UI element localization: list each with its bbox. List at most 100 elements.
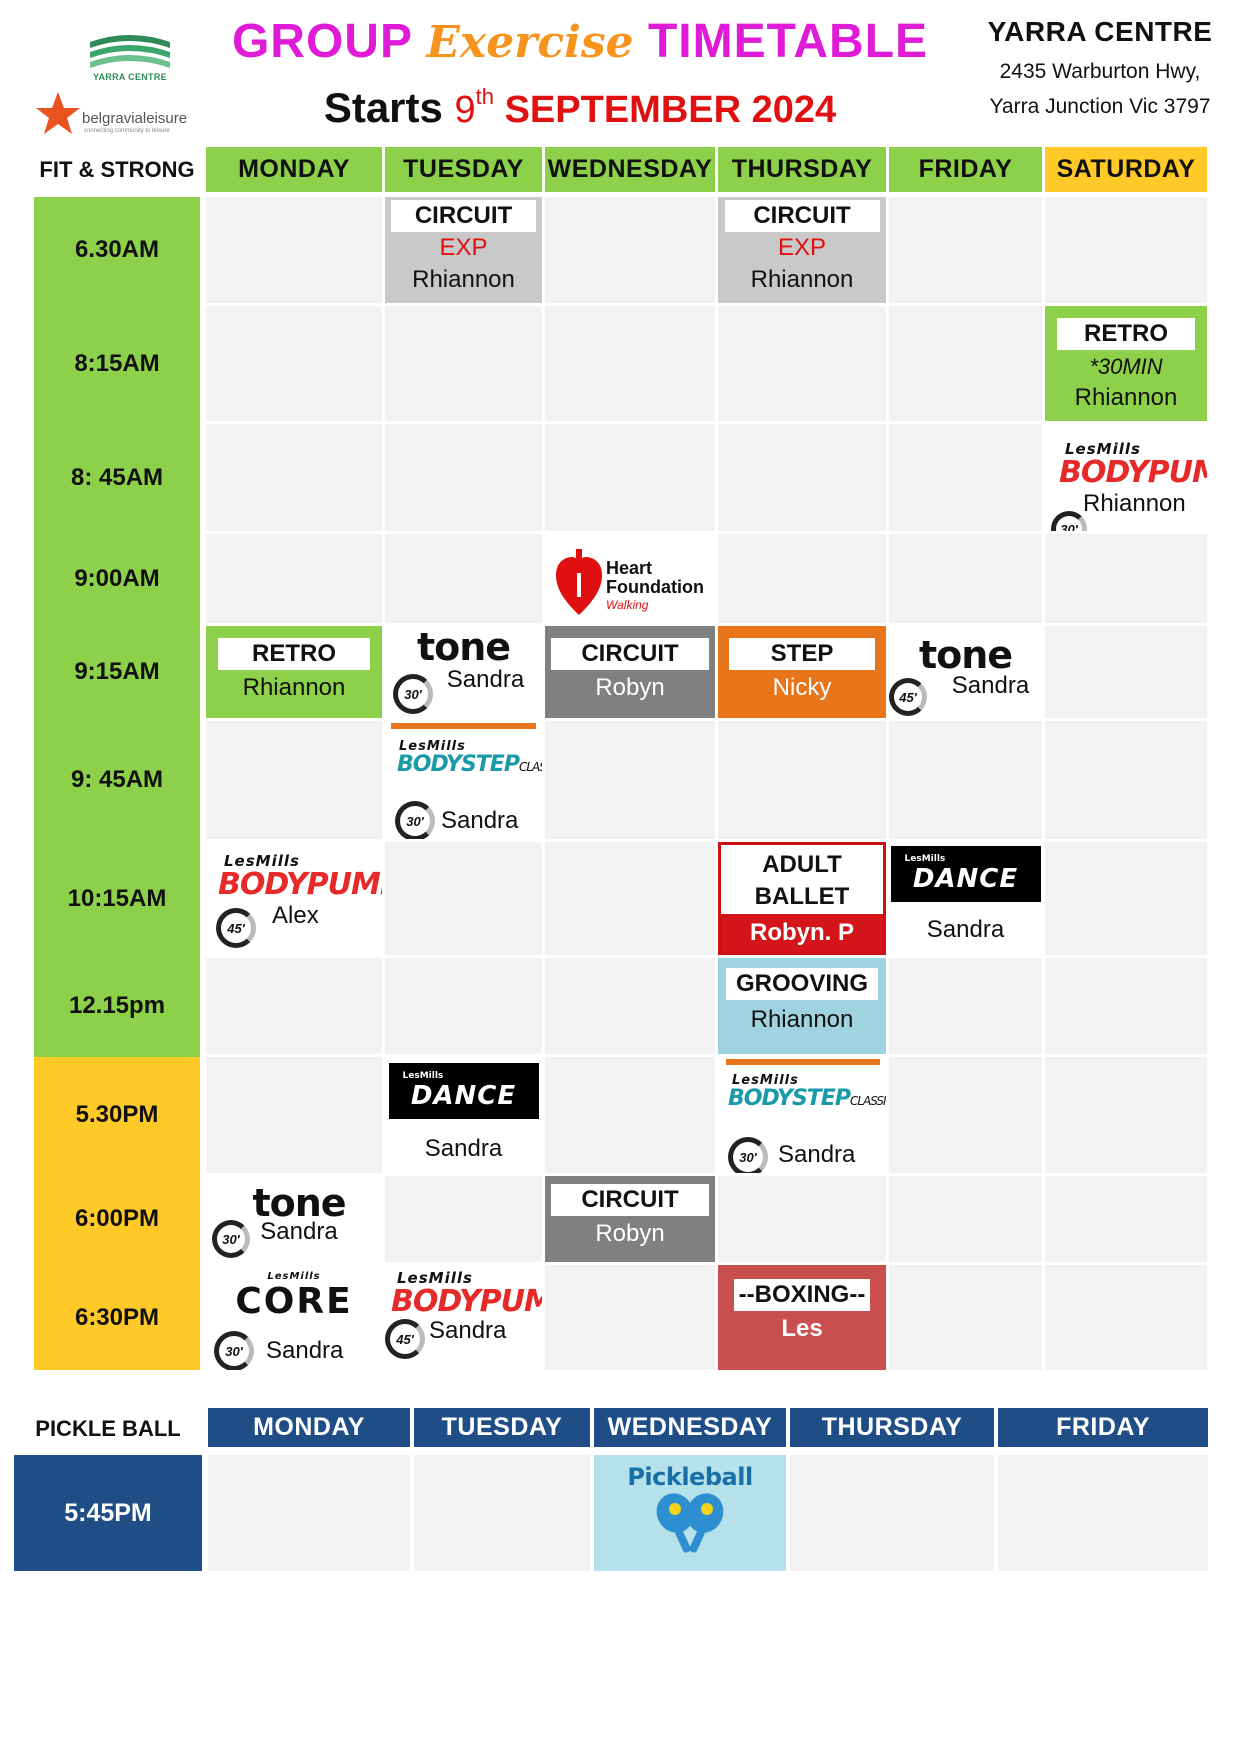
time-slot: 5.30PM: [75, 1101, 159, 1128]
title-part-timetable: TIMETABLE: [633, 15, 929, 68]
grid-cell: [545, 306, 715, 421]
start-month-year: SEPTEMBER 2024: [494, 89, 837, 131]
time-slot: 12.15pm: [68, 992, 166, 1019]
class-title: RETRO: [1057, 318, 1195, 350]
brand-line-2: Foundation: [606, 576, 704, 597]
class-instructor: Robyn. P: [721, 914, 883, 952]
start-day: 9th: [454, 84, 495, 131]
belgravia-logo-text: belgravialeisure: [82, 110, 188, 127]
grid-cell: [206, 534, 382, 623]
class-sat-845-bodypump: LesMills BODYPUMP Rhiannon 30': [1045, 424, 1207, 531]
class-instructor: Alex: [272, 902, 319, 929]
brand-line-1: Heart: [606, 557, 653, 578]
class-mon-915-retro: RETRO Rhiannon: [206, 626, 382, 718]
class-tue-945-bodystep: LesMills BODYSTEPCLASSIC Sandra 30': [385, 721, 542, 839]
address-line-1: 2435 Warburton Hwy,: [999, 60, 1201, 83]
grid-cell: [889, 721, 1042, 839]
grid-cell: [545, 958, 715, 1054]
grid-cell: [385, 306, 542, 421]
grid-cell: [1045, 534, 1207, 623]
grid-cell: [545, 1057, 715, 1173]
pb-cell-friday: [998, 1455, 1208, 1571]
duration-badge-icon: 30': [212, 1220, 250, 1258]
page-title: GROUP Exercise TIMETABLE: [220, 14, 940, 69]
class-title: CIRCUIT: [391, 200, 536, 232]
class-subtitle: EXP: [777, 234, 827, 261]
class-instructor: Robyn: [595, 1220, 665, 1247]
starts-label: Starts: [323, 84, 455, 131]
class-wed-900-heart-foundation-walking: Heart Foundation Walking: [545, 534, 715, 623]
pb-day-header-wednesday: WEDNESDAY: [594, 1408, 786, 1447]
heart-foundation-text: Heart Foundation Walking: [606, 558, 704, 612]
heart-foundation-icon: [556, 548, 602, 615]
pb-cell-wednesday-pickleball: Pickleball: [594, 1455, 786, 1571]
grid-cell: [545, 424, 715, 531]
brand-line-3: Walking: [606, 597, 649, 612]
yarra-centre-logo: [90, 35, 170, 68]
class-wed-915-circuit: CIRCUIT Robyn: [545, 626, 715, 718]
bodypump-logo: BODYPUMP: [391, 1284, 542, 1319]
class-instructor: Sandra: [429, 1317, 507, 1344]
class-fri-915-tone: tone Sandra 45': [889, 626, 1042, 718]
pickle-ball-label: PICKLE BALL: [35, 1416, 181, 1441]
dance-logo: LesMills DANCE: [388, 1063, 539, 1119]
grid-cell: [889, 424, 1042, 531]
class-tue-530-dance: LesMills DANCE Sandra: [385, 1057, 542, 1173]
duration-badge-icon: 30': [728, 1137, 768, 1173]
class-wed-600-circuit: CIRCUIT Robyn: [545, 1176, 715, 1262]
class-instructor: Nicky: [772, 674, 832, 701]
class-title: RETRO: [218, 638, 370, 670]
class-instructor: Rhiannon: [750, 266, 854, 293]
duration-badge-icon: 45': [216, 908, 256, 948]
class-instructor: Rhiannon: [412, 266, 515, 293]
class-thu-530-bodystep: LesMills BODYSTEPCLASSIC Sandra 30': [718, 1057, 886, 1173]
time-slot: 9:15AM: [74, 658, 160, 685]
pb-day-header-thursday: THURSDAY: [790, 1408, 994, 1447]
grid-cell: [889, 197, 1042, 303]
pb-cell-monday: [208, 1455, 410, 1571]
grid-cell: [206, 424, 382, 531]
tone-logo: tone: [416, 626, 511, 669]
pb-day-header-friday: FRIDAY: [998, 1408, 1208, 1447]
belgravia-star-icon: [36, 92, 80, 134]
grid-cell: [206, 1057, 382, 1173]
lesmills-brand: LesMills: [732, 1073, 799, 1088]
class-mon-630-core: LesMills CORE Sandra 30': [206, 1265, 382, 1370]
grid-cell: [1045, 1176, 1207, 1262]
class-instructor: Sandra: [446, 666, 525, 693]
grid-cell: [206, 958, 382, 1054]
grid-cell: [385, 1176, 542, 1262]
duration-badge-icon: 30': [395, 801, 435, 839]
pb-time-slot: 5:45PM: [14, 1455, 202, 1571]
class-subtitle: *30MIN: [1089, 354, 1163, 379]
grid-cell: [889, 958, 1042, 1054]
class-instructor: Sandra: [926, 916, 1005, 943]
class-instructor: Rhiannon: [242, 674, 346, 701]
day-header-thursday: THURSDAY: [718, 147, 886, 192]
title-part-exercise: Exercise: [426, 17, 634, 68]
pickleball-logo-text: Pickleball: [627, 1463, 753, 1491]
grid-cell: [545, 197, 715, 303]
duration-badge-icon: 45': [889, 678, 927, 716]
grid-cell: [718, 721, 886, 839]
class-title: GROOVING: [726, 968, 878, 1000]
grid-cell: [1045, 842, 1207, 955]
class-title: CIRCUIT: [551, 1184, 709, 1216]
class-thu-630-circuit-exp: CIRCUIT EXP Rhiannon: [718, 197, 886, 303]
bodystep-bar: [391, 723, 536, 729]
class-subtitle: EXP: [439, 234, 488, 261]
class-instructor: Rhiannon: [1083, 490, 1186, 517]
bodystep-logo: BODYSTEPCLASSIC: [728, 1086, 886, 1111]
time-column-evening: [34, 1057, 200, 1370]
duration-badge-icon: 30': [393, 674, 433, 714]
pb-day-header-tuesday: TUESDAY: [414, 1408, 590, 1447]
class-instructor: Sandra: [260, 1218, 338, 1245]
class-tue-630pm-bodypump: LesMills BODYPUMP Sandra 45': [385, 1265, 542, 1370]
lesmills-brand: LesMills: [224, 852, 300, 870]
grid-cell: [385, 958, 542, 1054]
class-thu-630pm-boxing: --BOXING-- Les: [718, 1265, 886, 1370]
grid-cell: [1045, 721, 1207, 839]
class-instructor: Sandra: [424, 1135, 503, 1162]
class-instructor: Sandra: [778, 1141, 856, 1168]
grid-cell: [718, 534, 886, 623]
